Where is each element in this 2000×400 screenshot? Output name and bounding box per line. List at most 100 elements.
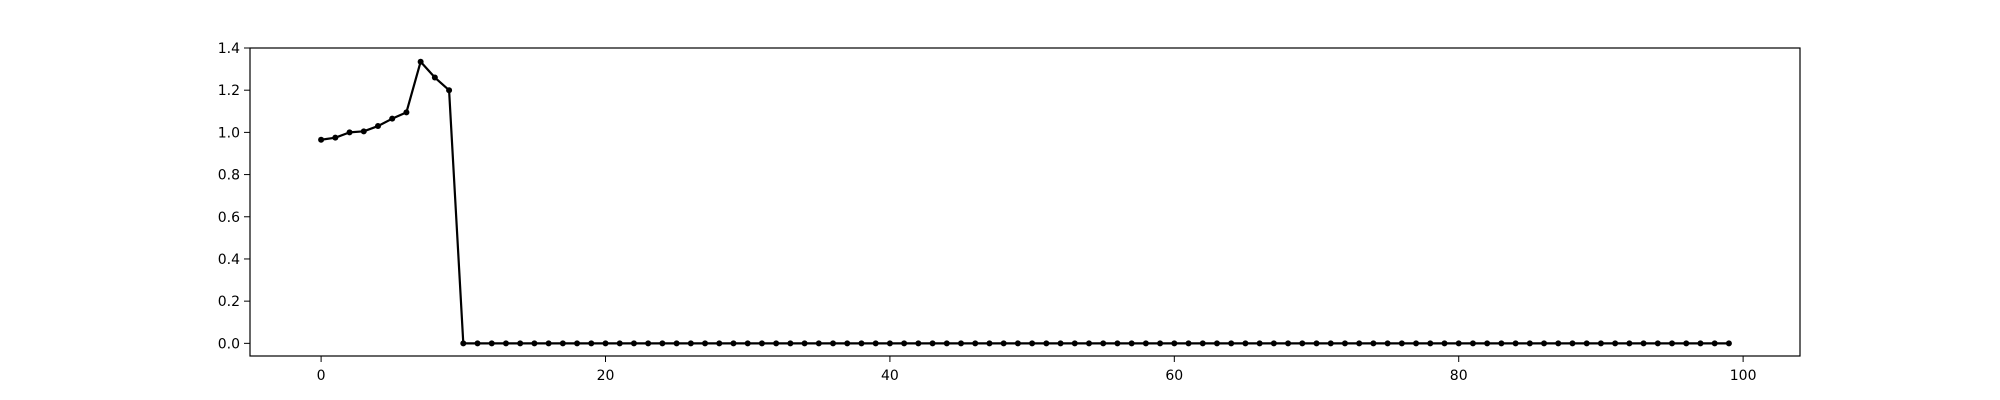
data-point: [1157, 340, 1164, 347]
data-point: [1398, 340, 1405, 347]
data-point: [1441, 340, 1448, 347]
plot-area: [250, 48, 1800, 356]
data-point: [1640, 340, 1647, 347]
y-tick-label: 1.0: [218, 125, 240, 141]
data-point: [1071, 340, 1078, 347]
data-point: [1313, 340, 1320, 347]
data-point: [545, 340, 552, 347]
data-point: [517, 340, 524, 347]
data-point: [403, 109, 410, 116]
data-point: [801, 340, 808, 347]
data-point: [1085, 340, 1092, 347]
data-point: [1597, 340, 1604, 347]
data-point: [943, 340, 950, 347]
data-point: [431, 74, 438, 81]
data-point: [602, 340, 609, 347]
y-tick-label: 0.8: [218, 168, 240, 184]
data-point: [1725, 340, 1732, 347]
data-point: [872, 340, 879, 347]
x-tick-label: 20: [597, 368, 615, 384]
data-point: [773, 340, 780, 347]
data-point: [1100, 340, 1107, 347]
data-point: [972, 340, 979, 347]
data-point: [1526, 340, 1533, 347]
data-point: [929, 340, 936, 347]
data-point: [559, 340, 566, 347]
data-point: [815, 340, 822, 347]
data-point: [1669, 340, 1676, 347]
series-line: [320, 60, 1729, 345]
data-point: [1612, 340, 1619, 347]
data-point: [1356, 340, 1363, 347]
y-tick-label: 0.4: [218, 252, 240, 268]
data-point: [1014, 340, 1021, 347]
data-point: [645, 340, 652, 347]
data-point: [901, 340, 908, 347]
data-point: [915, 340, 922, 347]
x-tick-label: 80: [1450, 368, 1468, 384]
data-point: [1256, 340, 1263, 347]
data-point: [1270, 340, 1277, 347]
x-tick-label: 100: [1730, 368, 1757, 384]
data-point: [1327, 340, 1334, 347]
data-point: [986, 340, 993, 347]
data-point: [1213, 340, 1220, 347]
data-point: [1413, 340, 1420, 347]
x-tick-label: 40: [881, 368, 899, 384]
data-point: [502, 340, 509, 347]
data-point: [1512, 340, 1519, 347]
data-point: [1171, 340, 1178, 347]
data-point: [360, 128, 367, 135]
data-point: [1029, 340, 1036, 347]
data-point: [1384, 340, 1391, 347]
data-point: [374, 123, 381, 130]
data-point: [744, 340, 751, 347]
series-layer: [318, 58, 1732, 347]
data-point: [716, 340, 723, 347]
data-point: [758, 340, 765, 347]
data-point: [346, 129, 353, 136]
data-point: [787, 340, 794, 347]
data-point: [1000, 340, 1007, 347]
axes-frame: [249, 47, 1801, 357]
data-point: [318, 136, 325, 143]
data-point: [389, 115, 396, 122]
data-point: [1370, 340, 1377, 347]
y-axis: 0.0 0.2 0.4 0.6 0.8 1.0 1.2 1.4: [218, 41, 250, 352]
y-tick-label: 0.6: [218, 210, 240, 226]
data-point: [1469, 340, 1476, 347]
data-point: [858, 340, 865, 347]
data-point: [417, 58, 424, 65]
y-tick-label: 1.2: [218, 83, 240, 99]
data-point: [1057, 340, 1064, 347]
data-point: [460, 340, 467, 347]
data-point: [1697, 340, 1704, 347]
data-point: [1498, 340, 1505, 347]
data-point: [673, 340, 680, 347]
data-point: [474, 340, 481, 347]
data-point: [1228, 340, 1235, 347]
data-point: [1569, 340, 1576, 347]
data-point: [1341, 340, 1348, 347]
data-point: [1242, 340, 1249, 347]
data-point: [1128, 340, 1135, 347]
data-point: [630, 340, 637, 347]
y-tick-label: 0.2: [218, 294, 240, 310]
y-tick-label: 1.4: [218, 41, 240, 57]
data-point: [1185, 340, 1192, 347]
data-point: [446, 87, 453, 94]
data-point: [1043, 340, 1050, 347]
data-point: [1711, 340, 1718, 347]
data-point: [488, 340, 495, 347]
data-point: [1484, 340, 1491, 347]
x-axis: 0 20 40 60 80 100: [317, 356, 1757, 384]
data-point: [1555, 340, 1562, 347]
data-point: [574, 340, 581, 347]
data-point: [1683, 340, 1690, 347]
data-point: [730, 340, 737, 347]
data-point: [886, 340, 893, 347]
data-point: [844, 340, 851, 347]
data-point: [1142, 340, 1149, 347]
x-tick-label: 60: [1165, 368, 1183, 384]
